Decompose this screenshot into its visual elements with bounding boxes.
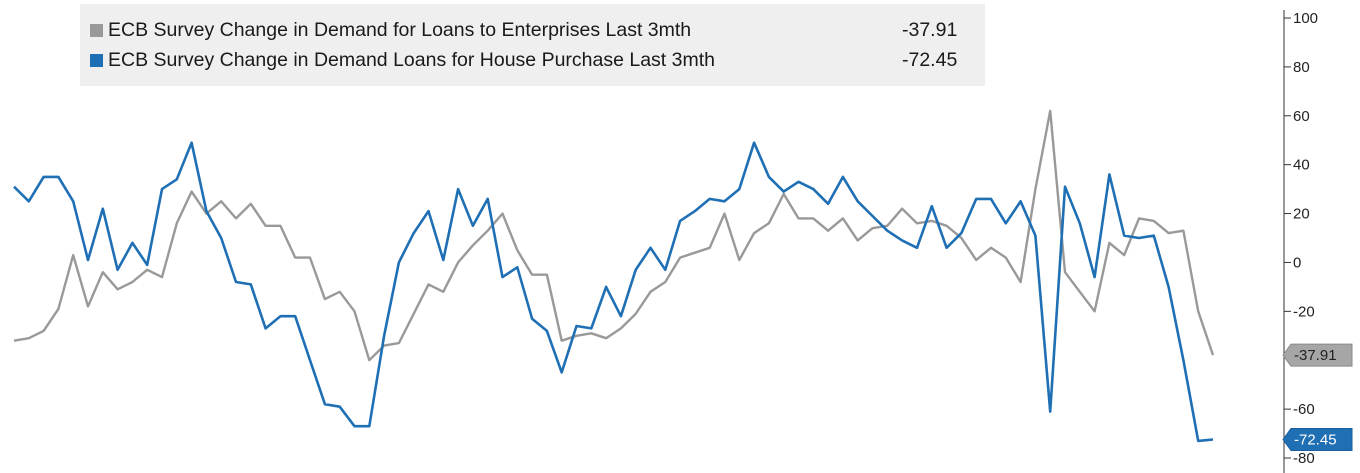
legend-swatch-blue xyxy=(90,53,103,67)
y-tick-label: 80 xyxy=(1293,59,1310,76)
last-value-flag-0 xyxy=(1282,343,1353,367)
last-value-label-1: -72.45 xyxy=(1294,432,1337,449)
last-value-flags: -37.91 -72.45 xyxy=(1282,343,1353,452)
legend-label: ECB Survey Change in Demand Loans for Ho… xyxy=(108,48,715,71)
legend-label: ECB Survey Change in Demand for Loans to… xyxy=(108,18,692,41)
y-tick-label: 40 xyxy=(1293,157,1310,174)
y-tick-label: -60 xyxy=(1293,401,1315,418)
y-tick-label: -80 xyxy=(1293,450,1315,467)
last-value-flag-1 xyxy=(1282,428,1353,452)
y-tick-label: 20 xyxy=(1293,206,1310,223)
legend-swatch-gray xyxy=(90,23,103,37)
series-line-0 xyxy=(13,109,1215,362)
legend-value: -37.91 xyxy=(902,18,958,41)
y-axis: 100 80 60 40 20 0 -20 -60 -80 xyxy=(1283,10,1318,473)
y-tick-label: -20 xyxy=(1293,303,1315,320)
legend-value: -72.45 xyxy=(902,48,958,71)
legend: ECB Survey Change in Demand for Loans to… xyxy=(80,4,985,86)
series-line-1 xyxy=(13,141,1214,443)
y-tick-label: 100 xyxy=(1293,10,1318,27)
legend-item-enterprises: ECB Survey Change in Demand for Loans to… xyxy=(90,16,957,44)
y-tick-label: 60 xyxy=(1293,108,1310,125)
legend-item-house-purchase: ECB Survey Change in Demand Loans for Ho… xyxy=(90,46,957,74)
last-value-label-0: -37.91 xyxy=(1294,347,1337,364)
series-layer xyxy=(13,109,1215,443)
y-tick-label: 0 xyxy=(1293,254,1301,271)
